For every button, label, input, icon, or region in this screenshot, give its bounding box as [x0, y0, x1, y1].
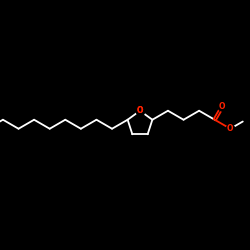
Text: O: O [227, 124, 234, 133]
Text: O: O [219, 102, 226, 111]
Text: O: O [137, 106, 143, 115]
Text: O: O [137, 106, 143, 115]
